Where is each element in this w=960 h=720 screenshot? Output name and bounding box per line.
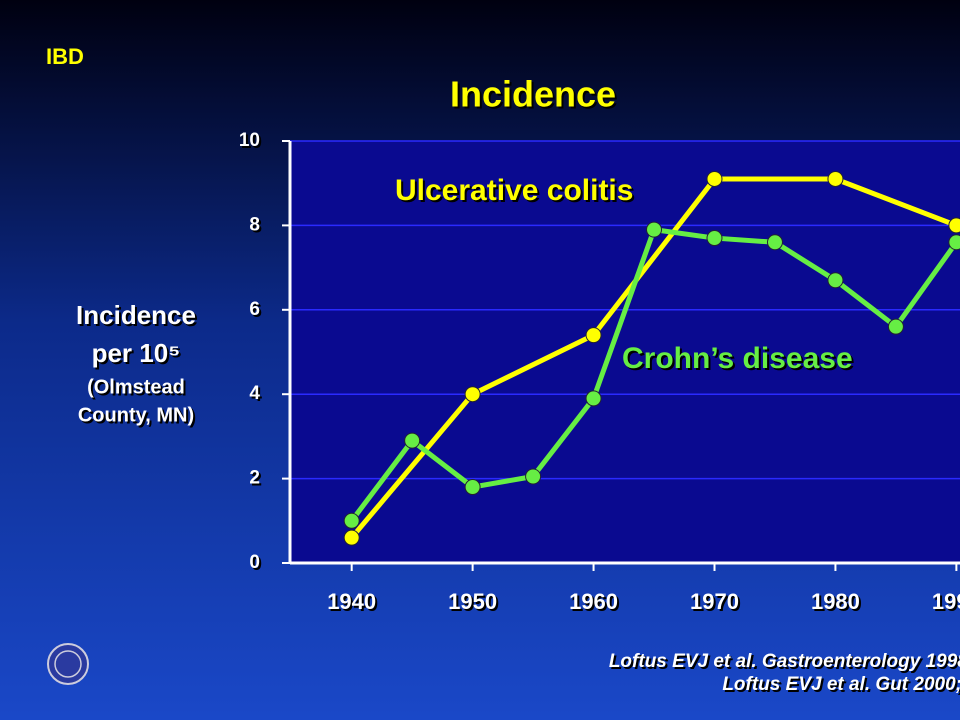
data-point: [404, 432, 421, 449]
y-label-line: (Olmstead: [87, 376, 185, 398]
citation: Loftus EVJ et al. Gut 2000;: [722, 674, 960, 695]
data-point: [646, 221, 663, 238]
data-point: [948, 234, 960, 251]
y-axis-label: Incidence per 10⁵ (Olmstead County, MN): [76, 300, 196, 426]
x-tick-label: 1970: [690, 589, 739, 614]
data-point: [464, 386, 481, 403]
citation: Loftus EVJ et al. Gastroenterology 1998;…: [609, 651, 960, 672]
data-point: [343, 529, 360, 546]
y-label-line: Incidence: [76, 300, 196, 330]
data-point: [706, 170, 723, 187]
y-tick-label: 6: [249, 299, 260, 320]
data-point: [343, 512, 360, 529]
data-point: [948, 217, 960, 234]
y-tick-label: 2: [249, 468, 260, 489]
x-tick-label: 1940: [327, 589, 376, 614]
data-point: [827, 170, 844, 187]
y-label-line: County, MN): [78, 404, 194, 426]
x-tick-label: 1990: [932, 589, 960, 614]
y-tick-label: 10: [239, 130, 260, 151]
data-point: [887, 318, 904, 335]
data-point: [464, 479, 481, 496]
series-label: Ulcerative colitis: [395, 174, 633, 207]
header: IBD: [46, 44, 84, 69]
data-point: [525, 468, 542, 485]
logo: [47, 643, 89, 685]
series-label: Crohn’s disease: [622, 342, 853, 375]
chart-title: Incidence: [450, 74, 616, 115]
x-tick-label: 1950: [448, 589, 497, 614]
data-point: [766, 234, 783, 251]
data-point: [585, 327, 602, 344]
data-point: [706, 230, 723, 247]
y-label-line: per 10⁵: [92, 338, 181, 368]
x-tick-label: 1980: [811, 589, 860, 614]
y-tick-label: 0: [249, 552, 260, 573]
data-point: [827, 272, 844, 289]
x-tick-label: 1960: [569, 589, 618, 614]
series-line: [349, 176, 958, 540]
data-point: [585, 390, 602, 407]
plot-area: [290, 141, 960, 563]
y-tick-label: 4: [249, 383, 260, 404]
y-tick-label: 8: [249, 214, 260, 235]
